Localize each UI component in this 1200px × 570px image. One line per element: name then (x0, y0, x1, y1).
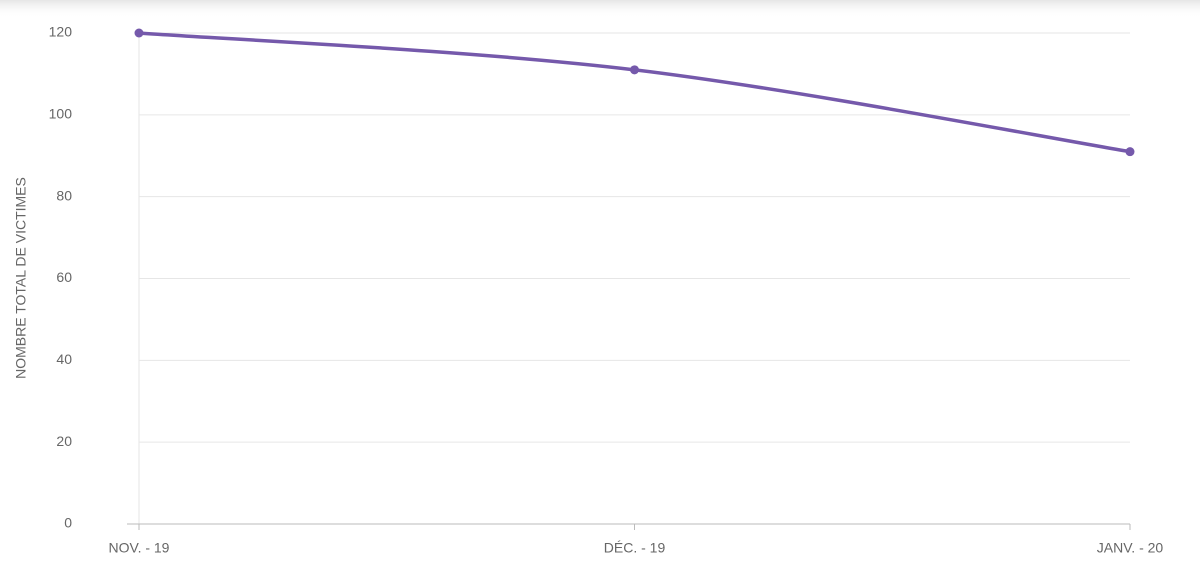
x-tick-label: NOV. - 19 (109, 540, 170, 556)
x-tick-label: DÉC. - 19 (604, 540, 666, 556)
y-tick-label: 40 (56, 351, 72, 367)
y-tick-label: 100 (49, 106, 73, 122)
y-tick-label: 60 (56, 269, 72, 285)
y-tick-label: 20 (56, 433, 72, 449)
y-tick-label: 0 (64, 515, 72, 531)
y-tick-label: 80 (56, 187, 72, 203)
y-tick-label: 120 (49, 24, 73, 40)
point (134, 28, 144, 38)
y-axis-title: NOMBRE TOTAL DE VICTIMES (13, 177, 29, 379)
x-tick-label: JANV. - 20 (1097, 540, 1164, 556)
top-shade (0, 0, 1200, 18)
line (138, 31, 1131, 154)
point (630, 65, 639, 75)
point (1125, 147, 1135, 157)
